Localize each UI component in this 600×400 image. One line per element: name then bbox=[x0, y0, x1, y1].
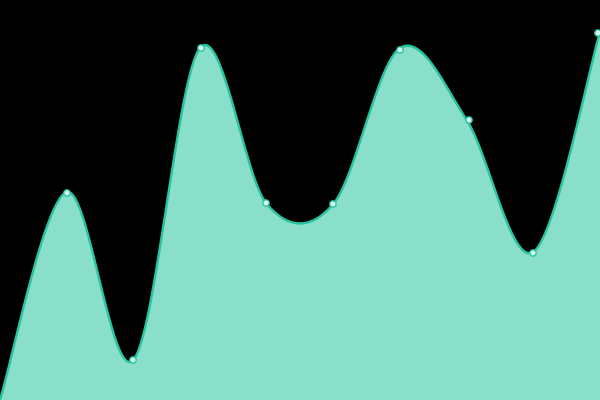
data-point-marker[interactable] bbox=[129, 356, 137, 364]
data-point-marker[interactable] bbox=[396, 46, 404, 54]
data-point-marker[interactable] bbox=[465, 116, 473, 124]
data-point-marker[interactable] bbox=[529, 249, 537, 257]
data-point-marker[interactable] bbox=[197, 44, 205, 52]
data-point-marker[interactable] bbox=[63, 189, 71, 197]
data-point-marker[interactable] bbox=[262, 199, 270, 207]
area-fill-region bbox=[0, 32, 600, 400]
data-point-marker[interactable] bbox=[594, 29, 600, 37]
data-point-marker[interactable] bbox=[329, 200, 337, 208]
data-point-marker-group bbox=[63, 29, 600, 364]
